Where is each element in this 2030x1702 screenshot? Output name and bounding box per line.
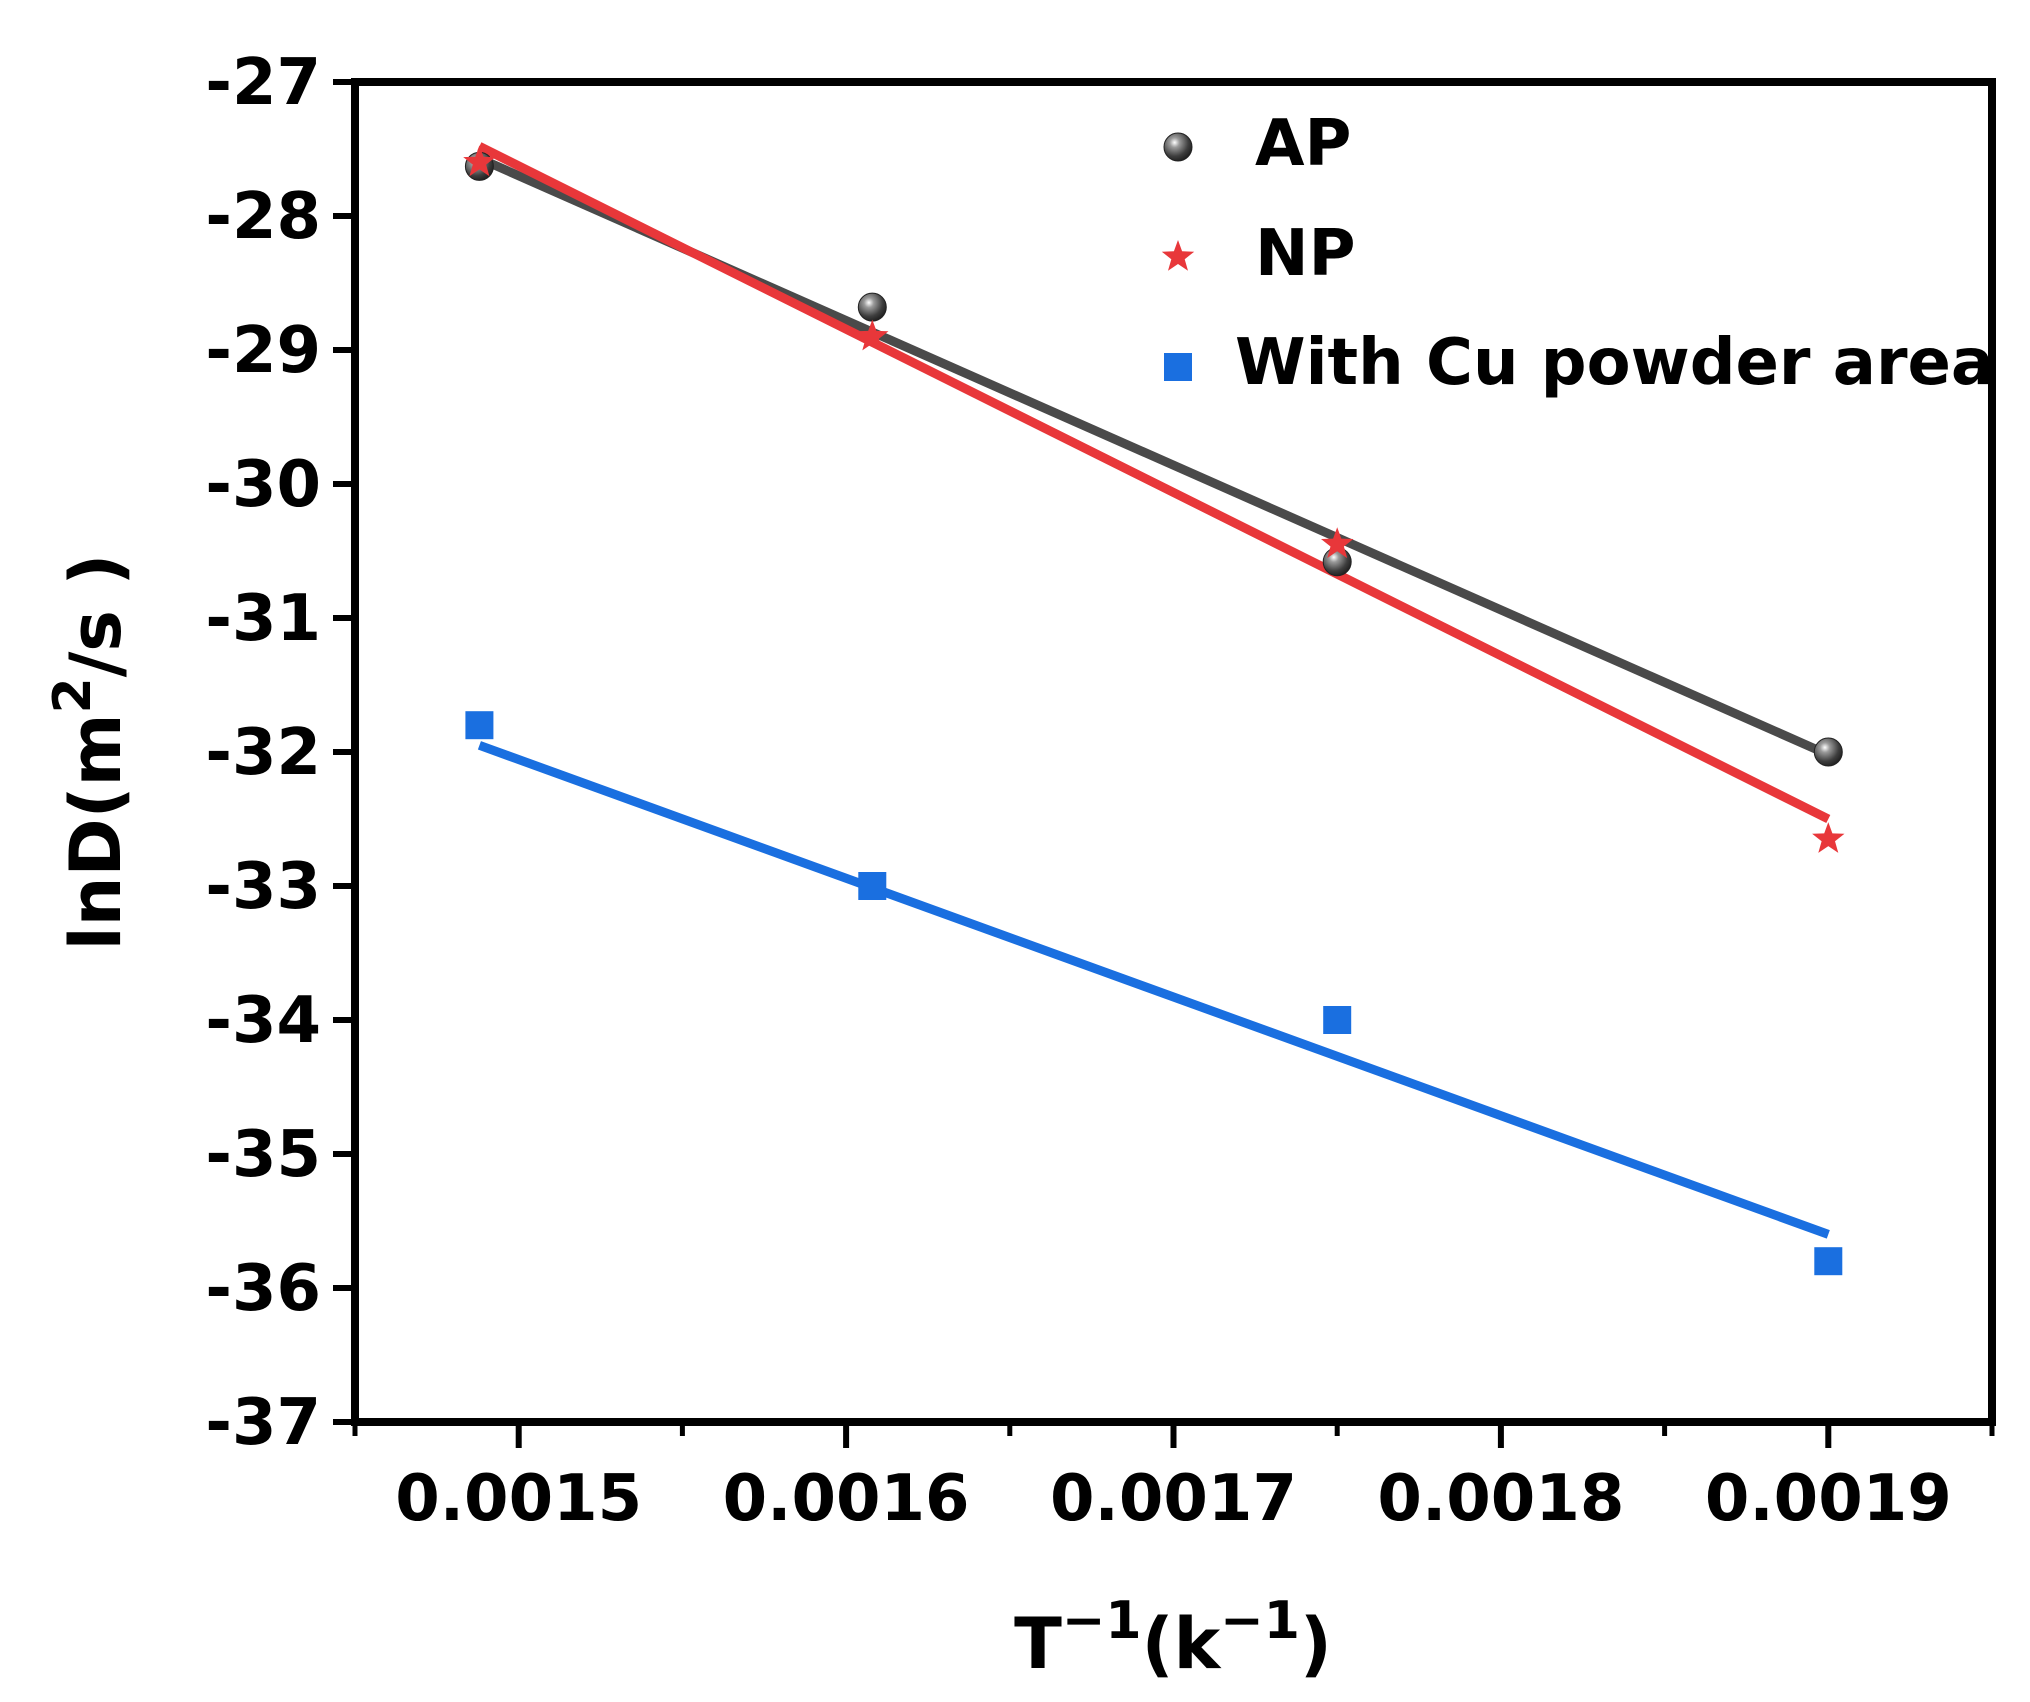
data-point	[1163, 132, 1193, 162]
data-point	[856, 319, 889, 351]
x-tick-label: 0.0019	[1705, 1462, 1952, 1536]
fit-lines	[477, 142, 1831, 1239]
y-axis-title-end: /s )	[55, 554, 137, 678]
legend-label-ap: AP	[1255, 107, 1351, 181]
y-axis-title-exp: 2	[43, 677, 103, 713]
y-tick-label: -30	[205, 448, 321, 522]
data-point	[465, 711, 494, 740]
y-axis-ticks: -27 -28 -29 -30 -31 -32 -33 -34 -35 -36 -37	[205, 46, 355, 1460]
data-markers	[463, 145, 1845, 1276]
x-axis-title-base: T	[1014, 1603, 1062, 1685]
data-point	[1812, 822, 1845, 853]
legend-marker-np	[1161, 240, 1195, 271]
x-axis-title-exp2: −1	[1220, 1591, 1300, 1651]
data-point	[1164, 353, 1192, 381]
y-tick-label: -35	[205, 1118, 321, 1192]
fit-line	[477, 741, 1830, 1239]
y-tick-label: -28	[205, 180, 321, 254]
y-tick-label: -27	[205, 46, 321, 120]
plot-frame	[351, 78, 1996, 1426]
x-tick-label: 0.0016	[723, 1462, 970, 1536]
y-tick-label: -29	[205, 314, 321, 388]
data-point	[1322, 547, 1352, 577]
legend-marker-cu-powder	[1164, 353, 1192, 381]
y-tick-label: -34	[205, 984, 321, 1058]
data-point	[1321, 527, 1354, 559]
y-tick-label: -33	[205, 850, 321, 924]
legend-label-np: NP	[1255, 217, 1355, 291]
y-axis-title: lnD(m2/s )	[43, 554, 137, 951]
x-axis-title: T−1(k−1)	[1014, 1591, 1332, 1685]
y-tick-label: -37	[205, 1386, 321, 1460]
y-tick-label: -31	[205, 582, 321, 656]
data-point	[857, 292, 887, 322]
x-tick-label: 0.0017	[1050, 1462, 1297, 1536]
data-point	[1814, 1247, 1843, 1276]
y-tick-label: -36	[205, 1252, 321, 1326]
x-axis-title-end: )	[1300, 1603, 1332, 1685]
data-point	[463, 145, 496, 177]
y-tick-label: -32	[205, 716, 321, 790]
x-axis-title-exp: −1	[1062, 1591, 1142, 1651]
legend-marker-ap	[1163, 132, 1193, 162]
x-axis-ticks: 0.0015 0.0016 0.0017 0.0018 0.0019	[352, 1422, 1995, 1536]
data-point	[858, 872, 887, 900]
y-axis-title-base: lnD(m	[55, 713, 137, 950]
data-point	[1323, 1006, 1352, 1034]
x-tick-label: 0.0015	[395, 1462, 642, 1536]
data-point	[1813, 737, 1843, 767]
x-axis-title-mid: (k	[1142, 1603, 1222, 1685]
legend: AP NP With Cu powder area	[1161, 107, 1994, 400]
data-point	[1161, 240, 1195, 271]
legend-label-cu-powder: With Cu powder area	[1235, 326, 1994, 400]
x-tick-label: 0.0018	[1377, 1462, 1624, 1536]
fit-line	[477, 142, 1831, 824]
